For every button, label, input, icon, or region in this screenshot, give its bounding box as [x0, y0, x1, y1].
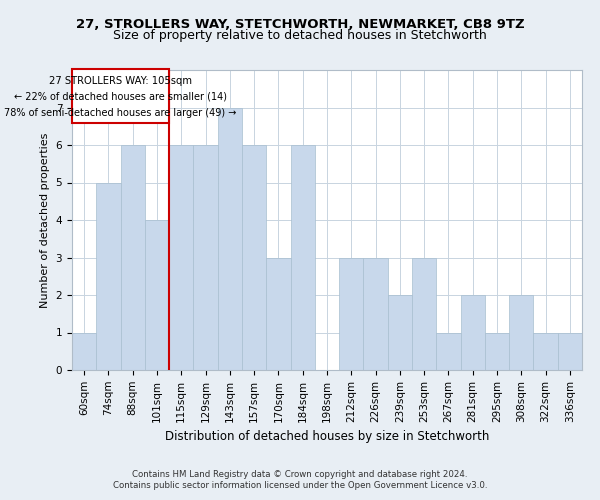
Text: Contains HM Land Registry data © Crown copyright and database right 2024.: Contains HM Land Registry data © Crown c…	[132, 470, 468, 479]
Bar	[242, 145, 266, 370]
X-axis label: Distribution of detached houses by size in Stetchworth: Distribution of detached houses by size …	[165, 430, 489, 443]
Bar	[72, 332, 96, 370]
Text: Size of property relative to detached houses in Stetchworth: Size of property relative to detached ho…	[113, 29, 487, 42]
Text: 27 STROLLERS WAY: 105sqm: 27 STROLLERS WAY: 105sqm	[49, 76, 192, 86]
Bar	[193, 145, 218, 370]
Bar	[96, 182, 121, 370]
Bar	[169, 145, 193, 370]
Bar	[364, 258, 388, 370]
Bar	[461, 295, 485, 370]
Bar	[412, 258, 436, 370]
Text: 27, STROLLERS WAY, STETCHWORTH, NEWMARKET, CB8 9TZ: 27, STROLLERS WAY, STETCHWORTH, NEWMARKE…	[76, 18, 524, 30]
Bar	[266, 258, 290, 370]
Text: ← 22% of detached houses are smaller (14): ← 22% of detached houses are smaller (14…	[14, 91, 227, 101]
Text: Contains public sector information licensed under the Open Government Licence v3: Contains public sector information licen…	[113, 481, 487, 490]
FancyBboxPatch shape	[72, 69, 169, 123]
Y-axis label: Number of detached properties: Number of detached properties	[40, 132, 50, 308]
Bar	[339, 258, 364, 370]
Bar	[290, 145, 315, 370]
Bar	[121, 145, 145, 370]
Bar	[509, 295, 533, 370]
Bar	[558, 332, 582, 370]
Bar	[436, 332, 461, 370]
Bar	[388, 295, 412, 370]
Bar	[485, 332, 509, 370]
Bar	[533, 332, 558, 370]
Text: 78% of semi-detached houses are larger (49) →: 78% of semi-detached houses are larger (…	[4, 108, 237, 118]
Bar	[218, 108, 242, 370]
Bar	[145, 220, 169, 370]
